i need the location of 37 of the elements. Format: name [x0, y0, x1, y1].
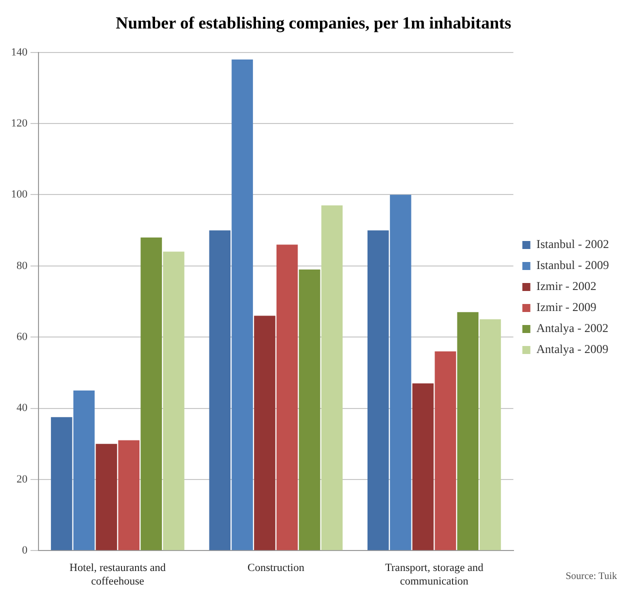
bar — [73, 390, 95, 550]
y-tick-label: 80 — [16, 260, 28, 272]
bar — [276, 244, 298, 550]
y-tick-label: 60 — [16, 330, 28, 343]
legend-label: Istanbul - 2002 — [536, 237, 609, 252]
bar — [118, 440, 140, 550]
y-tick-label: 0 — [22, 544, 28, 556]
bar — [96, 444, 118, 550]
legend-label: Izmir - 2009 — [536, 300, 596, 314]
y-tick-label: 40 — [16, 402, 28, 414]
bar — [254, 316, 276, 550]
y-tick-label: 20 — [16, 473, 28, 486]
legend-label: Istanbul - 2009 — [536, 258, 609, 272]
bar — [480, 319, 501, 550]
bar — [140, 237, 162, 550]
x-tick-label: Construction — [248, 562, 305, 574]
legend-label: Antalya - 2009 — [536, 342, 608, 356]
bar — [50, 417, 72, 550]
bar — [434, 351, 456, 550]
bar — [232, 60, 253, 550]
bar — [457, 312, 478, 550]
y-tick-label: 120 — [11, 117, 28, 130]
bar — [367, 230, 389, 550]
x-tick-label: Hotel, restaurants and coffeehouse — [70, 562, 166, 588]
legend-label: Izmir - 2002 — [536, 279, 596, 294]
legend-label: Antalya - 2002 — [536, 321, 608, 336]
bar — [298, 269, 320, 550]
chart-title: Number of establishing companies, per 1m inhabitants — [116, 14, 512, 33]
y-tick-label: 140 — [11, 46, 28, 58]
x-tick-label: Transport, storage and communication — [385, 562, 484, 588]
y-tick-label: 100 — [11, 188, 28, 201]
bar — [321, 205, 343, 550]
source-note: Source: Tuik — [566, 571, 617, 582]
bar — [412, 383, 434, 550]
bar — [209, 230, 231, 550]
bar — [163, 252, 184, 550]
bar — [390, 194, 412, 550]
